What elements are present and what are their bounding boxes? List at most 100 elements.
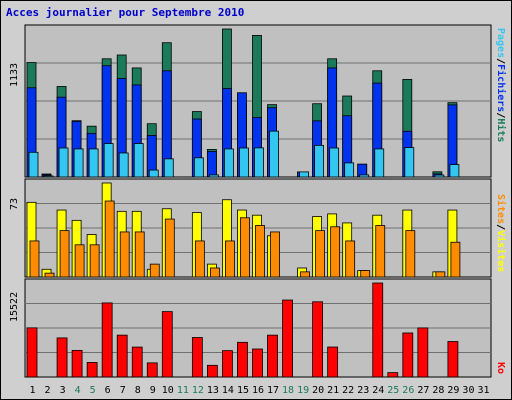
day-label: 28: [432, 385, 444, 396]
day-label: 7: [120, 385, 126, 396]
ko-bar: [191, 337, 203, 378]
legend-sites: Sites: [495, 194, 506, 225]
ko-bar: [86, 362, 98, 378]
ko-bar: [116, 334, 128, 378]
day-label: 30: [462, 385, 474, 396]
sites-bar: [44, 272, 55, 278]
pages-bar: [269, 130, 279, 178]
pages-bar: [299, 171, 309, 178]
sites-bar: [74, 244, 85, 278]
ko-bar: [447, 341, 459, 378]
legend-hits: Hits: [495, 118, 506, 143]
pages-bar: [239, 147, 249, 178]
ko-bar: [402, 332, 414, 378]
day-label: 29: [447, 385, 459, 396]
day-label: 10: [162, 385, 174, 396]
ko-bar: [161, 311, 173, 378]
sites-bar: [300, 271, 310, 278]
pages-bar: [359, 174, 370, 178]
pages-bar: [133, 143, 144, 178]
pages-bar: [404, 147, 415, 178]
ko-bar: [372, 282, 384, 378]
day-label: 6: [105, 385, 111, 396]
legend-sep-2: /: [495, 112, 506, 119]
pages-bar: [254, 147, 264, 178]
sites-bar: [225, 240, 235, 278]
sites-bar: [315, 230, 326, 278]
ko-bar: [131, 346, 143, 378]
sites-bar: [164, 218, 175, 278]
ko-bar: [327, 346, 339, 378]
day-label: 15: [237, 385, 249, 396]
legend-sep-3: /: [495, 224, 506, 231]
pages-bar: [148, 169, 159, 178]
day-label: 13: [207, 385, 219, 396]
ko-bar: [252, 348, 263, 378]
pages-bar: [314, 144, 325, 178]
ko-bar: [56, 337, 68, 378]
ko-bar: [237, 341, 248, 378]
day-label: 8: [135, 385, 141, 396]
ko-bar: [206, 364, 218, 378]
legend-fichiers: Fichiers: [495, 64, 506, 113]
pages-bar: [88, 148, 99, 178]
ko-bar: [267, 334, 278, 378]
day-label: 14: [222, 385, 234, 396]
ko-bar: [146, 362, 158, 378]
pages-bar: [344, 162, 355, 178]
sites-bar: [134, 231, 145, 278]
ko-bar: [71, 349, 83, 378]
day-label: 16: [252, 385, 264, 396]
chart-title: Acces journalier pour Septembre 2010: [6, 6, 245, 19]
pages-bar: [449, 164, 460, 178]
pages-bar: [374, 148, 385, 178]
sites-bar: [194, 240, 205, 278]
files-bar: [206, 150, 217, 178]
ko-bar: [417, 327, 429, 378]
pages-bar: [163, 158, 174, 178]
day-label: 26: [402, 385, 414, 396]
day-label: 31: [477, 385, 489, 396]
pages-bar: [58, 147, 69, 178]
sites-bar: [435, 271, 446, 278]
pages-bar: [208, 174, 219, 178]
sites-bar: [209, 267, 220, 278]
sites-bar: [270, 231, 280, 278]
pages-bar: [434, 174, 445, 178]
ko-bar: [387, 372, 399, 378]
sites-bar: [450, 241, 461, 278]
middle-panel-legend: Sites/Visites: [495, 194, 506, 272]
day-label: 1: [30, 385, 36, 396]
legend-sep-1: /: [495, 58, 506, 65]
day-label: 4: [75, 385, 81, 396]
ko-bar: [101, 302, 113, 378]
sites-bar: [240, 217, 250, 278]
pages-bar: [103, 143, 114, 178]
pages-bar: [43, 175, 54, 178]
sites-bar: [149, 263, 160, 278]
sites-bar: [360, 270, 371, 278]
sites-bar: [59, 230, 70, 278]
ko-bar: [222, 350, 233, 378]
pages-bar: [193, 157, 204, 178]
pages-bar: [118, 152, 129, 178]
day-label: 17: [267, 385, 279, 396]
day-label: 23: [357, 385, 369, 396]
day-label: 5: [90, 385, 96, 396]
day-label: 11: [177, 385, 189, 396]
day-label: 18: [282, 385, 294, 396]
ko-bar: [312, 301, 324, 378]
sites-bar: [104, 200, 115, 278]
day-label: 9: [150, 385, 156, 396]
day-label: 19: [297, 385, 309, 396]
sites-bar: [119, 231, 130, 278]
legend-pages: Pages: [495, 28, 506, 59]
sites-bar: [89, 244, 100, 278]
day-label: 27: [417, 385, 429, 396]
bottom-panel-legend: Ko: [495, 362, 506, 374]
ko-bar: [26, 327, 38, 378]
sites-bar: [375, 225, 386, 278]
top-panel-legend: Pages/Fichiers/Hits: [495, 28, 506, 142]
day-label: 22: [342, 385, 354, 396]
